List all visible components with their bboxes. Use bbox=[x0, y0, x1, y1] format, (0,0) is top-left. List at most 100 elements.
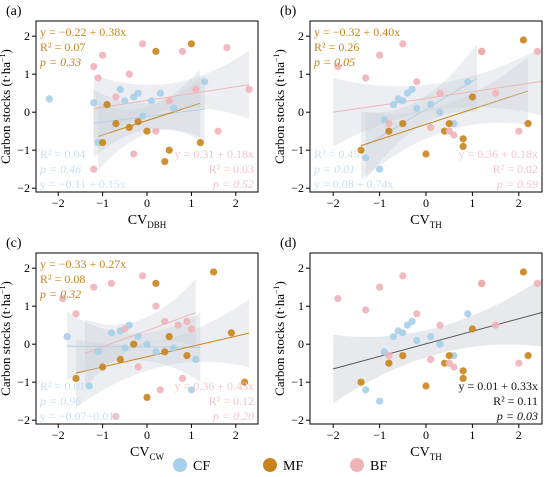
point-cf bbox=[107, 329, 116, 337]
point-mf bbox=[468, 93, 476, 101]
x-tick-label: 1 bbox=[469, 428, 475, 442]
point-mf bbox=[459, 135, 467, 143]
point-mf bbox=[385, 127, 393, 135]
point-cf bbox=[63, 333, 71, 341]
fit-line bbox=[360, 90, 529, 147]
y-tick-label: 2 bbox=[24, 29, 30, 43]
point-cf bbox=[170, 344, 178, 352]
point-mf bbox=[183, 352, 191, 360]
point-bf bbox=[515, 127, 523, 135]
point-bf bbox=[90, 283, 98, 291]
point-bf bbox=[515, 359, 523, 367]
point-cf bbox=[201, 78, 209, 86]
annotation-mf: p = 0.33 bbox=[39, 55, 81, 69]
annotation-bf: y = 0.31 + 0.18x bbox=[174, 147, 254, 161]
y-tick-label: 0 bbox=[298, 105, 304, 119]
point-cf bbox=[464, 78, 472, 86]
annotation-mf: p = 0.32 bbox=[39, 287, 81, 301]
annotation-mf: y = −0.33 + 0.27x bbox=[40, 257, 126, 271]
point-bf bbox=[413, 310, 421, 318]
point-cf bbox=[376, 165, 384, 173]
plot-area bbox=[59, 268, 250, 420]
point-mf bbox=[459, 142, 467, 150]
point-cf bbox=[408, 317, 416, 325]
point-mf bbox=[459, 367, 467, 375]
point-mf bbox=[103, 101, 111, 109]
point-bf bbox=[138, 272, 147, 280]
point-bf bbox=[533, 47, 541, 56]
point-bf bbox=[165, 97, 173, 105]
point-mf bbox=[422, 382, 430, 390]
x-tick-label: 0 bbox=[144, 196, 150, 210]
point-cf bbox=[134, 89, 142, 97]
point-bf bbox=[130, 150, 138, 158]
point-bf bbox=[362, 306, 370, 314]
point-mf bbox=[134, 118, 142, 126]
x-axis-label: CVTH bbox=[410, 445, 442, 462]
point-bf bbox=[445, 359, 453, 367]
point-bf bbox=[156, 386, 164, 394]
x-tick-label: −1 bbox=[96, 428, 109, 442]
point-mf bbox=[459, 374, 467, 382]
point-cf bbox=[436, 340, 444, 348]
annotation-bf: y = 0.36 + 0.18x bbox=[458, 147, 538, 161]
point-bf bbox=[183, 317, 191, 325]
y-axis-label: Carbon stocks (t·ha−1) bbox=[0, 49, 13, 164]
y-tick-label: −2 bbox=[17, 181, 30, 195]
y-tick-label: 0 bbox=[298, 337, 304, 351]
point-mf bbox=[125, 123, 133, 131]
point-bf bbox=[178, 47, 187, 56]
point-bf bbox=[427, 123, 435, 131]
x-tick-label: −1 bbox=[373, 196, 386, 210]
point-mf bbox=[165, 333, 173, 341]
point-bf bbox=[334, 295, 342, 303]
point-mf bbox=[357, 146, 365, 154]
point-cf bbox=[85, 382, 93, 390]
x-tick-label: −1 bbox=[96, 196, 109, 210]
point-bf bbox=[445, 127, 453, 135]
x-tick-label: −2 bbox=[52, 196, 65, 210]
point-bf bbox=[385, 352, 393, 360]
y-tick-label: −2 bbox=[291, 181, 304, 195]
annotation-overall: R² = 0.11 bbox=[493, 394, 538, 408]
point-cf bbox=[45, 95, 53, 103]
point-mf bbox=[227, 329, 235, 337]
point-cf bbox=[362, 154, 370, 162]
annotation-bf: p = 0.59 bbox=[496, 177, 538, 191]
point-bf bbox=[533, 279, 541, 287]
x-axis-label: CVTH bbox=[410, 213, 442, 230]
point-mf bbox=[445, 352, 453, 360]
point-bf bbox=[187, 325, 195, 333]
y-axis-label: Carbon stocks (t·ha−1) bbox=[272, 281, 287, 396]
fit-line bbox=[333, 311, 542, 370]
point-bf bbox=[174, 321, 182, 329]
point-mf bbox=[143, 127, 151, 135]
point-cf bbox=[170, 104, 178, 112]
x-tick-label: 0 bbox=[144, 428, 150, 442]
annotation-cf: R² = 0.04 bbox=[40, 147, 85, 161]
x-tick-label: 0 bbox=[423, 196, 429, 210]
point-cf bbox=[90, 99, 98, 107]
point-cf bbox=[187, 386, 195, 394]
panel-label: (c) bbox=[6, 236, 22, 251]
y-tick-label: −2 bbox=[17, 413, 30, 427]
annotation-mf: y = −0.32 + 0.40x bbox=[314, 25, 400, 39]
y-tick-label: 0 bbox=[24, 105, 30, 119]
point-bf bbox=[112, 93, 120, 101]
point-cf bbox=[116, 85, 124, 93]
legend-label-cf: CF bbox=[193, 459, 210, 474]
annotation-mf: R² = 0.07 bbox=[40, 40, 85, 54]
point-bf bbox=[178, 374, 187, 382]
point-bf bbox=[376, 283, 384, 291]
point-mf bbox=[165, 146, 173, 154]
y-tick-label: 1 bbox=[24, 299, 30, 313]
y-tick-label: −1 bbox=[291, 143, 304, 157]
x-tick-label: −2 bbox=[327, 196, 340, 210]
x-tick-label: 1 bbox=[469, 196, 475, 210]
annotation-overall: p = 0.03 bbox=[496, 409, 538, 423]
legend-marker-cf bbox=[173, 458, 187, 472]
point-bf bbox=[152, 127, 160, 135]
point-bf bbox=[72, 310, 80, 318]
